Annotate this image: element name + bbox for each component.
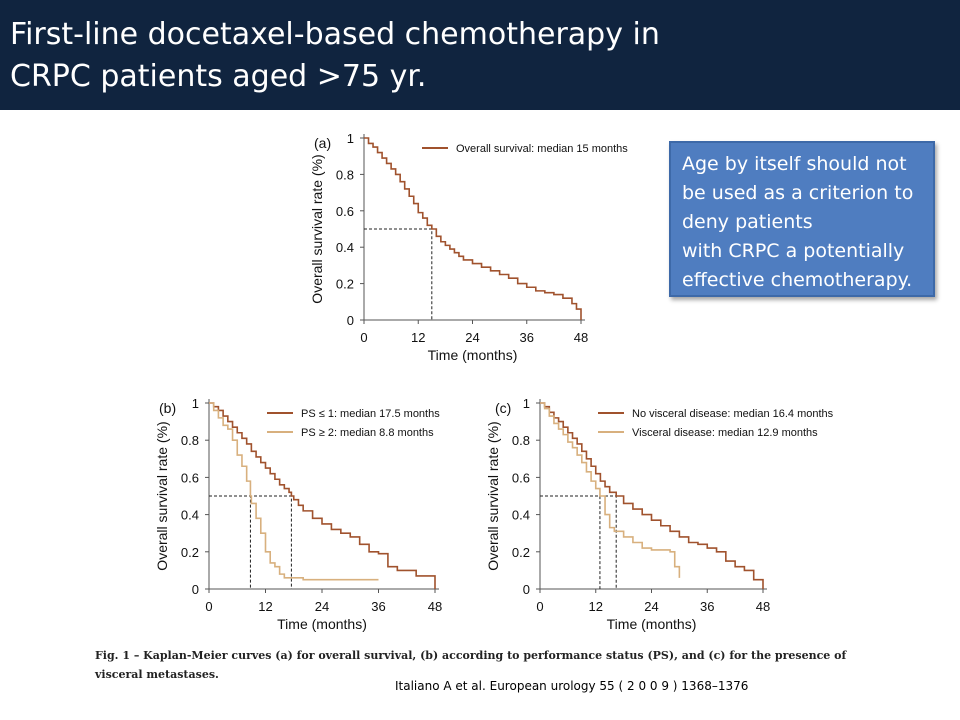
- y-tick-label: 0.6: [336, 204, 354, 219]
- series-line: [209, 402, 436, 589]
- median-guide-line: [540, 495, 601, 589]
- x-tick-label: 24: [315, 599, 329, 614]
- panel-label: (b): [159, 400, 176, 416]
- x-tick-label: 48: [428, 599, 442, 614]
- callout-line: Age by itself should not: [682, 153, 907, 175]
- km-chart-b: 0 0.2 0.4 0.6 0.8 1 0 12 24 36 48 Time (months) Over…: [151, 394, 451, 649]
- y-tick-label: 0.2: [336, 277, 354, 292]
- x-tick-label: 12: [411, 330, 425, 345]
- y-tick-label: 1: [347, 131, 354, 146]
- y-tick-label: 1: [192, 396, 199, 411]
- chart-svg: 0 0.2 0.4 0.6 0.8 1 0 12 24 36 48 Time (months) Over…: [154, 396, 442, 632]
- y-tick-label: 0.2: [512, 545, 530, 560]
- y-tick-label: 0.8: [181, 433, 199, 448]
- x-tick-label: 0: [536, 599, 543, 614]
- caption-line: visceral metastases.: [95, 668, 219, 681]
- x-axis-label: Time (months): [428, 347, 518, 363]
- median-guide-line: [364, 228, 433, 320]
- y-tick-label: 0.8: [336, 167, 354, 182]
- x-tick-label: 0: [205, 599, 212, 614]
- key-message-callout: Age by itself should not be used as a cr…: [669, 141, 935, 297]
- y-tick-label: 0.4: [181, 508, 199, 523]
- median-guide-line: [209, 495, 251, 589]
- x-tick-label: 36: [371, 599, 385, 614]
- caption-line: Fig. 1 – Kaplan-Meier curves (a) for ove…: [95, 649, 847, 662]
- y-tick-label: 0: [347, 313, 354, 328]
- y-tick-label: 0.8: [512, 433, 530, 448]
- y-tick-label: 0.2: [181, 545, 199, 560]
- callout-line: be used as a criterion to: [682, 182, 914, 204]
- citation: Italiano A et al. European urology 55 ( …: [395, 679, 749, 693]
- y-axis-label: Overall survival rate (%): [485, 421, 501, 570]
- x-tick-label: 24: [465, 330, 479, 345]
- x-tick-label: 24: [644, 599, 658, 614]
- x-tick-label: 0: [360, 330, 367, 345]
- km-chart-a: 0 0.2 0.4 0.6 0.8 1 0 12 24 36 48 Time (months) Over…: [306, 128, 636, 383]
- series-line: [540, 402, 764, 589]
- x-tick-label: 48: [574, 330, 588, 345]
- chart-svg: 0 0.2 0.4 0.6 0.8 1 0 12 24 36 48 Time (months) Over…: [309, 131, 628, 363]
- slide-title-line: CRPC patients aged >75 yr.: [10, 59, 427, 94]
- callout-line: with CRPC a potentially: [682, 240, 905, 262]
- x-axis-label: Time (months): [607, 616, 697, 632]
- series-line: [364, 137, 582, 320]
- title-bar: First-line docetaxel-based chemotherapy …: [0, 0, 960, 110]
- callout-line: effective chemotherapy.: [682, 269, 913, 291]
- x-tick-label: 12: [258, 599, 272, 614]
- panel-label: (c): [495, 400, 511, 416]
- y-tick-label: 0.6: [512, 470, 530, 485]
- series-line: [209, 402, 379, 581]
- y-tick-label: 0.4: [512, 508, 530, 523]
- slide-title-line: First-line docetaxel-based chemotherapy …: [10, 17, 660, 52]
- x-tick-label: 36: [700, 599, 714, 614]
- chart-svg: 0 0.2 0.4 0.6 0.8 1 0 12 24 36 48 Time (months) Over…: [485, 396, 834, 632]
- legend-label: PS ≥ 2: median 8.8 months: [301, 427, 434, 439]
- x-tick-label: 36: [520, 330, 534, 345]
- y-tick-label: 0.4: [336, 240, 354, 255]
- panel-label: (a): [314, 135, 331, 151]
- km-chart-c: 0 0.2 0.4 0.6 0.8 1 0 12 24 36 48 Time (months) Over…: [485, 394, 834, 649]
- x-axis-label: Time (months): [277, 616, 367, 632]
- x-tick-label: 48: [756, 599, 770, 614]
- callout-line: deny patients: [682, 211, 813, 233]
- x-tick-label: 12: [589, 599, 603, 614]
- legend-label: PS ≤ 1: median 17.5 months: [301, 408, 440, 420]
- legend-label: Visceral disease: median 12.9 months: [632, 427, 818, 439]
- slide-title: First-line docetaxel-based chemotherapy …: [10, 14, 910, 98]
- series-line: [540, 402, 681, 578]
- y-tick-label: 0: [192, 582, 199, 597]
- y-axis-label: Overall survival rate (%): [309, 154, 325, 303]
- figure-caption: Fig. 1 – Kaplan-Meier curves (a) for ove…: [95, 646, 895, 684]
- y-tick-label: 0: [523, 582, 530, 597]
- legend-label: Overall survival: median 15 months: [456, 143, 628, 155]
- y-tick-label: 1: [523, 396, 530, 411]
- y-tick-label: 0.6: [181, 470, 199, 485]
- legend-label: No visceral disease: median 16.4 months: [632, 408, 834, 420]
- y-axis-label: Overall survival rate (%): [154, 421, 170, 570]
